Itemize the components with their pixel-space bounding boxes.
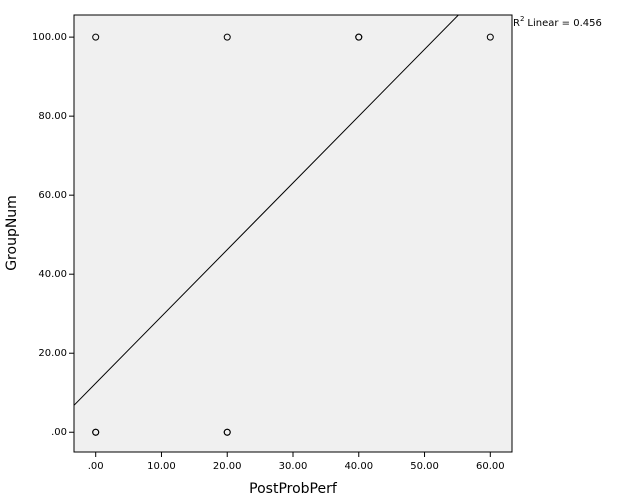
point bbox=[355, 33, 363, 41]
y-tick-label: 20.00 bbox=[38, 348, 67, 359]
x-tick-label: 50.00 bbox=[410, 461, 439, 472]
fit-line bbox=[74, 15, 460, 406]
point bbox=[92, 428, 100, 436]
x-tick-label: 30.00 bbox=[279, 461, 308, 472]
x-tick-label: 60.00 bbox=[476, 461, 505, 472]
x-tick-label: 20.00 bbox=[213, 461, 242, 472]
y-tick-label: 40.00 bbox=[38, 269, 67, 280]
x-axis-label: PostProbPerf bbox=[249, 481, 338, 497]
y-axis-label: GroupNum bbox=[4, 195, 20, 271]
point bbox=[92, 33, 100, 41]
annotation-text: Linear = 0.456 bbox=[527, 18, 601, 29]
point bbox=[486, 33, 494, 41]
point bbox=[223, 33, 231, 41]
plot-area bbox=[74, 15, 512, 452]
annotation: R2 Linear = 0.456 bbox=[513, 15, 602, 29]
x-tick-label: 10.00 bbox=[147, 461, 176, 472]
x-tick-label: 40.00 bbox=[344, 461, 373, 472]
y-tick-label: 80.00 bbox=[38, 111, 67, 122]
plot-border bbox=[73, 14, 513, 453]
annotation-superscript: 2 bbox=[520, 15, 524, 23]
y-tick-label: 60.00 bbox=[38, 190, 67, 201]
y-tick-label: 100.00 bbox=[32, 32, 67, 43]
y-tick-label: .00 bbox=[51, 427, 67, 438]
x-tick-label: .00 bbox=[88, 461, 104, 472]
annotation-prefix: R bbox=[513, 18, 520, 29]
point bbox=[223, 428, 231, 436]
